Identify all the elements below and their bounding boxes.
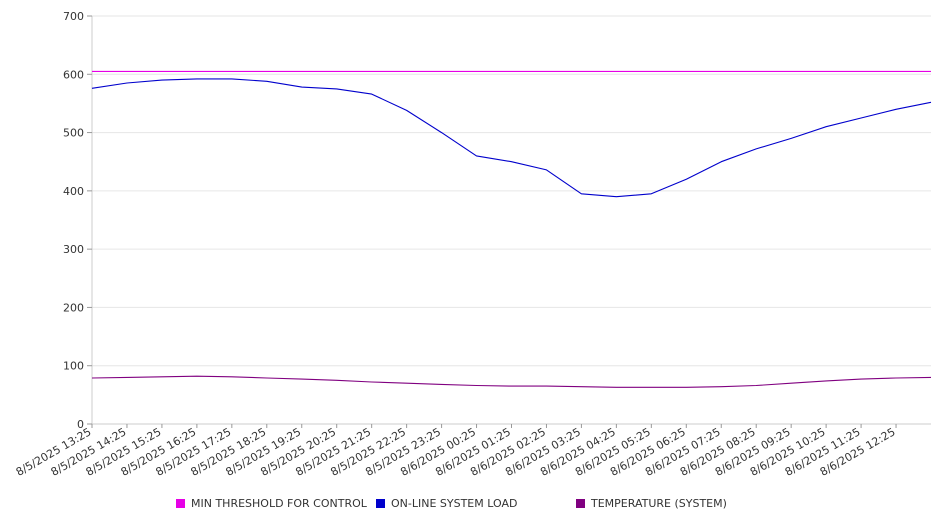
- y-tick-label: 0: [77, 418, 84, 431]
- legend-swatch-temperature: [576, 499, 585, 508]
- y-tick-label: 400: [63, 185, 84, 198]
- legend-label-min-threshold: MIN THRESHOLD FOR CONTROL: [191, 497, 367, 510]
- legend-label-system-load: ON-LINE SYSTEM LOAD: [391, 497, 518, 510]
- y-tick-label: 600: [63, 68, 84, 81]
- legend-item-min-threshold[interactable]: MIN THRESHOLD FOR CONTROL: [176, 497, 367, 510]
- series-line-system-load: [91, 78, 932, 198]
- legend-item-temperature[interactable]: TEMPERATURE (SYSTEM): [576, 497, 727, 510]
- y-axis-ticks: 0 100 200 300 400 500 600 700: [63, 10, 92, 431]
- series-line-temperature: [91, 375, 932, 388]
- axes: [91, 16, 931, 425]
- y-tick-label: 700: [63, 10, 84, 23]
- x-axis-ticks: 8/5/2025 13:258/5/2025 14:258/5/2025 15:…: [14, 424, 898, 479]
- legend: MIN THRESHOLD FOR CONTROL ON-LINE SYSTEM…: [0, 497, 946, 515]
- legend-item-system-load[interactable]: ON-LINE SYSTEM LOAD: [376, 497, 517, 510]
- grid-lines: [92, 15, 931, 367]
- y-tick-label: 300: [63, 243, 84, 256]
- legend-swatch-system-load: [376, 499, 385, 508]
- y-tick-label: 100: [63, 360, 84, 373]
- y-tick-label: 500: [63, 127, 84, 140]
- legend-swatch-min-threshold: [176, 499, 185, 508]
- legend-label-temperature: TEMPERATURE (SYSTEM): [591, 497, 727, 510]
- y-tick-label: 200: [63, 301, 84, 314]
- series-lines: [91, 70, 932, 388]
